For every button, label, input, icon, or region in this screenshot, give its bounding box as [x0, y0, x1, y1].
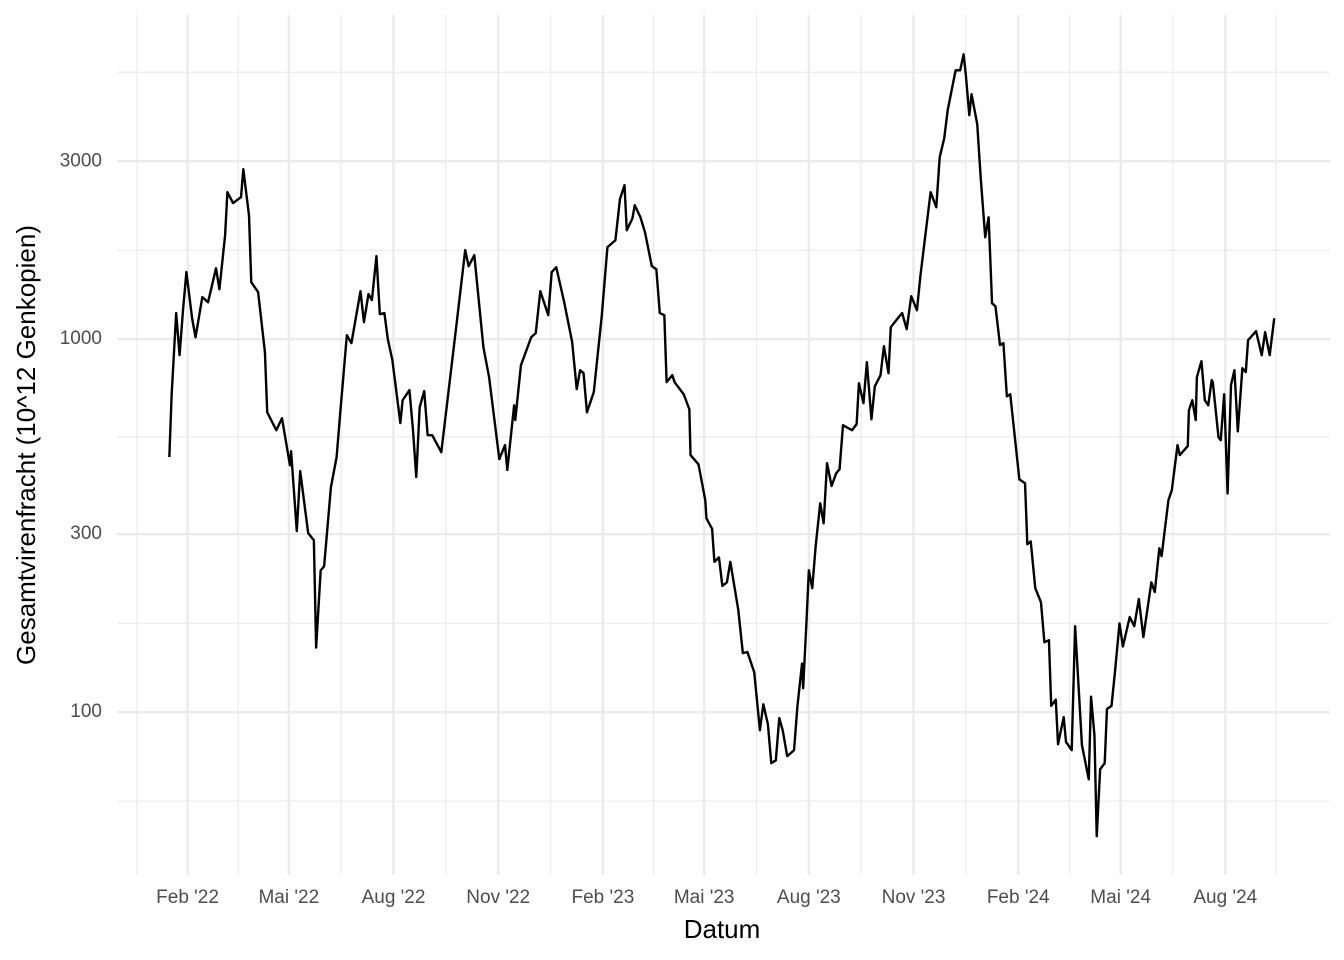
grid — [117, 15, 1330, 875]
x-tick-label: Aug '23 — [777, 887, 841, 908]
y-tick-label: 1000 — [60, 328, 102, 349]
x-tick-label: Aug '24 — [1193, 887, 1257, 908]
line — [168, 53, 1276, 838]
x-tick-label: Mai '24 — [1090, 887, 1151, 908]
y-tick-label: 300 — [70, 523, 102, 544]
y-tick-label: 100 — [70, 701, 102, 722]
x-tick-label: Aug '22 — [362, 887, 426, 908]
x-tick-label: Mai '23 — [674, 887, 735, 908]
x-tick-label: Nov '23 — [882, 887, 946, 908]
x-tick-label: Feb '22 — [156, 887, 219, 908]
x-tick-label: Mai '22 — [258, 887, 319, 908]
y-tick-label: 3000 — [60, 150, 102, 171]
x-tick-label: Feb '23 — [571, 887, 634, 908]
x-tick-label: Nov '22 — [466, 887, 530, 908]
marks — [168, 53, 1276, 838]
x-tick-label: Feb '24 — [987, 887, 1050, 908]
y-axis-title: Gesamtvirenfracht (10^12 Genkopien) — [11, 225, 41, 665]
x-axis-title: Datum — [684, 914, 761, 944]
